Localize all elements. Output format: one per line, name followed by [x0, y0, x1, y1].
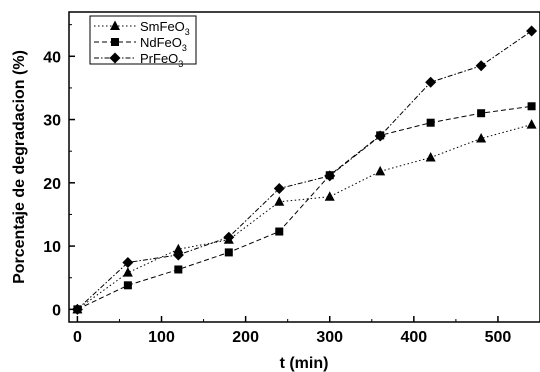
- x-tick-label: 0: [73, 329, 82, 346]
- data-point: [476, 133, 487, 143]
- data-point: [123, 281, 132, 290]
- x-tick-label: 300: [316, 329, 343, 346]
- data-point: [172, 249, 184, 261]
- y-tick-label: 40: [43, 49, 61, 66]
- data-point: [275, 227, 284, 236]
- data-point: [122, 267, 133, 277]
- data-point: [425, 76, 437, 88]
- data-point: [526, 119, 537, 129]
- legend-marker: [110, 20, 120, 30]
- series-NdFeO3: [73, 102, 536, 314]
- axis-ticks: 0 100 200 300 400 500 0 10 20 30 40: [43, 24, 512, 346]
- y-tick-label: 30: [43, 113, 61, 130]
- series-line: [77, 30, 532, 310]
- data-point: [71, 303, 83, 315]
- series-line: [77, 105, 532, 310]
- series-PrFeO3: [71, 25, 538, 315]
- plot-frame: [68, 11, 540, 323]
- legend-box: [89, 15, 197, 65]
- data-point: [223, 231, 235, 243]
- data-point: [426, 118, 435, 127]
- x-tick-label: 500: [485, 329, 512, 346]
- data-point: [425, 152, 436, 162]
- data-point: [274, 196, 285, 206]
- data-point: [374, 130, 386, 142]
- data-point: [324, 191, 335, 201]
- legend-label: NdFeO3: [140, 35, 187, 53]
- x-axis-label: t (min): [280, 355, 329, 372]
- x-tick-label: 400: [400, 329, 427, 346]
- data-point: [324, 170, 336, 182]
- data-point: [122, 257, 134, 269]
- data-point: [273, 183, 285, 195]
- series-SmFeO3: [72, 119, 537, 314]
- data-point: [527, 102, 536, 111]
- data-point: [224, 248, 233, 257]
- x-tick-label: 100: [148, 329, 175, 346]
- legend-marker: [111, 38, 119, 46]
- series-line: [77, 124, 532, 310]
- y-tick-label: 10: [43, 239, 61, 256]
- data-point: [174, 265, 183, 274]
- data-point: [173, 243, 184, 254]
- legend-label: PrFeO3: [140, 51, 183, 69]
- legend-label: SmFeO3: [140, 19, 190, 37]
- legend-marker: [109, 52, 121, 64]
- data-point: [475, 60, 487, 72]
- y-tick-label: 20: [43, 176, 61, 193]
- data-point: [477, 109, 486, 118]
- data-point: [375, 165, 386, 176]
- y-tick-label: 0: [52, 302, 61, 319]
- series-layer: [71, 25, 538, 315]
- data-point: [526, 25, 538, 37]
- y-axis-label: Porcentaje de degradacion (%): [11, 50, 28, 284]
- x-tick-label: 200: [232, 329, 259, 346]
